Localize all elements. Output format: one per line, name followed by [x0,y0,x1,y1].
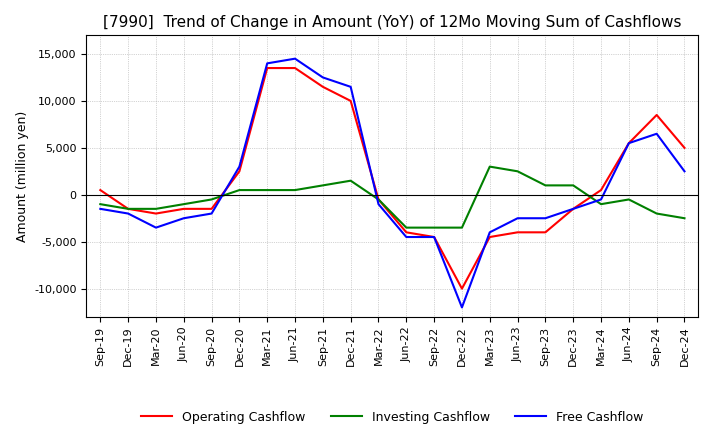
Operating Cashflow [624,140,633,146]
Operating Cashflow [569,206,577,212]
Investing Cashflow [485,164,494,169]
Y-axis label: Amount (million yen): Amount (million yen) [16,110,29,242]
Investing Cashflow [152,206,161,212]
Free Cashflow [179,216,188,221]
Free Cashflow [624,140,633,146]
Operating Cashflow [402,230,410,235]
Investing Cashflow [597,202,606,207]
Investing Cashflow [346,178,355,183]
Free Cashflow [569,206,577,212]
Investing Cashflow [624,197,633,202]
Operating Cashflow [430,235,438,240]
Investing Cashflow [430,225,438,230]
Free Cashflow [485,230,494,235]
Investing Cashflow [179,202,188,207]
Operating Cashflow [513,230,522,235]
Operating Cashflow [374,197,383,202]
Operating Cashflow [96,187,104,193]
Free Cashflow [680,169,689,174]
Investing Cashflow [374,197,383,202]
Investing Cashflow [124,206,132,212]
Free Cashflow [291,56,300,61]
Free Cashflow [346,84,355,89]
Free Cashflow [124,211,132,216]
Operating Cashflow [291,66,300,71]
Free Cashflow [152,225,161,230]
Free Cashflow [235,164,243,169]
Free Cashflow [96,206,104,212]
Operating Cashflow [235,169,243,174]
Free Cashflow [318,75,327,80]
Legend: Operating Cashflow, Investing Cashflow, Free Cashflow: Operating Cashflow, Investing Cashflow, … [136,406,649,429]
Line: Investing Cashflow: Investing Cashflow [100,167,685,227]
Investing Cashflow [318,183,327,188]
Line: Free Cashflow: Free Cashflow [100,59,685,308]
Investing Cashflow [513,169,522,174]
Operating Cashflow [179,206,188,212]
Investing Cashflow [569,183,577,188]
Operating Cashflow [346,98,355,103]
Free Cashflow [541,216,550,221]
Investing Cashflow [652,211,661,216]
Operating Cashflow [458,286,467,291]
Free Cashflow [513,216,522,221]
Operating Cashflow [152,211,161,216]
Line: Operating Cashflow: Operating Cashflow [100,68,685,289]
Operating Cashflow [207,206,216,212]
Investing Cashflow [291,187,300,193]
Investing Cashflow [96,202,104,207]
Free Cashflow [402,235,410,240]
Operating Cashflow [652,112,661,117]
Free Cashflow [374,202,383,207]
Investing Cashflow [235,187,243,193]
Investing Cashflow [207,197,216,202]
Operating Cashflow [124,206,132,212]
Free Cashflow [597,197,606,202]
Investing Cashflow [263,187,271,193]
Free Cashflow [652,131,661,136]
Investing Cashflow [680,216,689,221]
Free Cashflow [458,305,467,310]
Investing Cashflow [402,225,410,230]
Operating Cashflow [485,235,494,240]
Free Cashflow [430,235,438,240]
Title: [7990]  Trend of Change in Amount (YoY) of 12Mo Moving Sum of Cashflows: [7990] Trend of Change in Amount (YoY) o… [103,15,682,30]
Free Cashflow [207,211,216,216]
Investing Cashflow [541,183,550,188]
Operating Cashflow [680,145,689,150]
Free Cashflow [263,61,271,66]
Operating Cashflow [263,66,271,71]
Operating Cashflow [541,230,550,235]
Operating Cashflow [318,84,327,89]
Investing Cashflow [458,225,467,230]
Operating Cashflow [597,187,606,193]
